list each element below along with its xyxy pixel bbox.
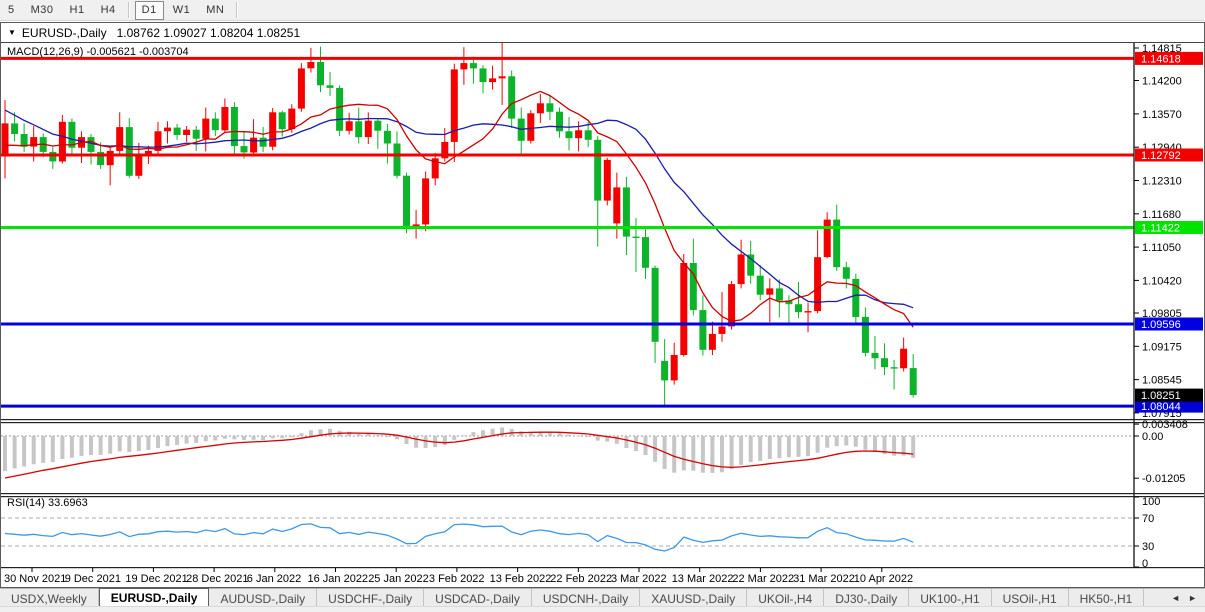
svg-text:1.08251: 1.08251 xyxy=(1141,390,1181,402)
macd-signal-line xyxy=(4,431,914,479)
svg-text:9 Dec 2021: 9 Dec 2021 xyxy=(65,573,121,585)
chart-ohlc-label: 1.08762 1.09027 1.08204 1.08251 xyxy=(116,25,301,40)
svg-text:1.10420: 1.10420 xyxy=(1142,275,1182,287)
svg-text:30 Nov 2021: 30 Nov 2021 xyxy=(4,573,66,585)
rsi-indicator-label: RSI(14) 33.6963 xyxy=(7,497,88,509)
svg-text:0.003408: 0.003408 xyxy=(1142,419,1188,431)
chart-tab-usdx-weekly[interactable]: USDX,Weekly xyxy=(0,589,99,607)
svg-text:1.11680: 1.11680 xyxy=(1142,209,1181,221)
svg-text:1.09805: 1.09805 xyxy=(1142,308,1182,320)
chart-symbol-label: EURUSD-,Daily xyxy=(21,25,107,40)
level-price-badge xyxy=(1135,51,1203,65)
level-price-badge xyxy=(1135,399,1203,413)
svg-text:1.14618: 1.14618 xyxy=(1141,53,1181,65)
svg-text:1.11050: 1.11050 xyxy=(1142,242,1181,254)
status-strip xyxy=(0,606,1205,612)
tab-scroll-left-icon[interactable]: ◄ xyxy=(1171,593,1181,603)
svg-text:1.14200: 1.14200 xyxy=(1142,76,1182,88)
svg-text:25 Jan 2022: 25 Jan 2022 xyxy=(368,573,429,585)
level-price-badge xyxy=(1135,148,1203,162)
rsi-pane xyxy=(1,517,1134,552)
chart-tab-usdcad-daily[interactable]: USDCAD-,Daily xyxy=(424,589,532,607)
svg-text:100: 100 xyxy=(1142,496,1160,508)
svg-text:1.12792: 1.12792 xyxy=(1141,150,1181,162)
svg-text:22 Mar 2022: 22 Mar 2022 xyxy=(732,573,794,585)
chart-tab-dj30-daily[interactable]: DJ30-,Daily xyxy=(824,589,910,607)
svg-text:70: 70 xyxy=(1142,513,1154,525)
chart-canvas[interactable]: 1.14815 1.14200 1.13570 1.12940 1.12310 1.116… xyxy=(1,40,1204,591)
chart-tab-audusd-daily[interactable]: AUDUSD-,Daily xyxy=(209,589,318,607)
chart-tab-hk50-h1[interactable]: HK50-,H1 xyxy=(1069,589,1145,607)
chart-tab-usdcnh-daily[interactable]: USDCNH-,Daily xyxy=(532,589,641,607)
macd-pane xyxy=(1,427,1134,479)
chart-tab-eurusd-daily[interactable]: EURUSD-,Daily xyxy=(98,588,210,607)
svg-text:3 Mar 2022: 3 Mar 2022 xyxy=(611,573,667,585)
svg-text:16 Jan 2022: 16 Jan 2022 xyxy=(308,573,369,585)
timeframe-button-m30[interactable]: M30 xyxy=(30,3,54,16)
svg-text:1.08044: 1.08044 xyxy=(1141,401,1181,413)
svg-text:0.00: 0.00 xyxy=(1142,431,1163,443)
chart-title-strip: ▼ EURUSD-,Daily 1.08762 1.09027 1.08204 … xyxy=(1,23,1204,43)
timeframe-button-5[interactable]: 5 xyxy=(8,3,15,16)
svg-text:1.13570: 1.13570 xyxy=(1142,109,1182,121)
svg-text:28 Dec 2021: 28 Dec 2021 xyxy=(186,573,248,585)
svg-text:1.08545: 1.08545 xyxy=(1142,375,1182,387)
level-lines[interactable] xyxy=(1,56,1134,408)
svg-text:13 Mar 2022: 13 Mar 2022 xyxy=(672,573,734,585)
ma-slow-line xyxy=(4,109,914,309)
timeframe-button-w1[interactable]: W1 xyxy=(172,3,191,16)
timeframe-button-d1[interactable]: D1 xyxy=(134,0,164,20)
svg-text:10 Apr 2022: 10 Apr 2022 xyxy=(854,573,913,585)
svg-text:3 Feb 2022: 3 Feb 2022 xyxy=(429,573,485,585)
symbol-tab-bar: USDX,Weekly EURUSD-,Daily AUDUSD-,Daily USD… xyxy=(0,588,1205,607)
level-price-badge xyxy=(1135,221,1203,234)
current-price-badge xyxy=(1135,388,1203,402)
svg-text:19 Dec 2021: 19 Dec 2021 xyxy=(125,573,187,585)
svg-text:1.09596: 1.09596 xyxy=(1141,319,1181,331)
timeframe-button-h4[interactable]: H4 xyxy=(100,3,116,16)
chart-tab-ukoil-h4[interactable]: UKOil-,H4 xyxy=(747,589,825,607)
level-price-badge xyxy=(1135,317,1203,331)
chart-window: ▼ EURUSD-,Daily 1.08762 1.09027 1.08204 … xyxy=(0,22,1205,588)
tab-scroll-right-icon[interactable]: ► xyxy=(1188,593,1197,603)
toolbar-separator xyxy=(127,2,130,18)
svg-text:0: 0 xyxy=(1142,558,1148,570)
chart-tab-xauusd-daily[interactable]: XAUUSD-,Daily xyxy=(640,589,748,607)
svg-text:1.09175: 1.09175 xyxy=(1142,341,1182,353)
toolbar-separator xyxy=(236,2,239,18)
svg-text:31 Mar 2022: 31 Mar 2022 xyxy=(793,573,855,585)
chart-tab-usdchf-daily[interactable]: USDCHF-,Daily xyxy=(317,589,425,607)
svg-text:-0.01205: -0.01205 xyxy=(1142,473,1185,485)
svg-text:1.11422: 1.11422 xyxy=(1141,223,1180,235)
svg-text:1.12310: 1.12310 xyxy=(1142,176,1182,188)
timeframe-toolbar: 5 M30 H1 H4 D1 W1 MN xyxy=(0,0,1205,21)
timeframe-button-h1[interactable]: H1 xyxy=(69,3,85,16)
svg-text:30: 30 xyxy=(1142,541,1154,553)
rsi-line xyxy=(4,523,914,552)
macd-indicator-label: MACD(12,26,9) -0.005621 -0.003704 xyxy=(7,46,189,58)
chart-tab-uk100-h1[interactable]: UK100-,H1 xyxy=(909,589,992,607)
chart-tab-usoil-h1[interactable]: USOil-,H1 xyxy=(992,589,1069,607)
svg-text:22 Feb 2022: 22 Feb 2022 xyxy=(550,573,612,585)
chart-dropdown-icon[interactable]: ▼ xyxy=(8,28,16,37)
svg-text:13 Feb 2022: 13 Feb 2022 xyxy=(490,573,552,585)
svg-text:6 Jan 2022: 6 Jan 2022 xyxy=(247,573,301,585)
timeframe-button-mn[interactable]: MN xyxy=(206,3,225,16)
price-axis[interactable]: 1.148151.142001.135701.129401.123101.116… xyxy=(1133,43,1203,570)
